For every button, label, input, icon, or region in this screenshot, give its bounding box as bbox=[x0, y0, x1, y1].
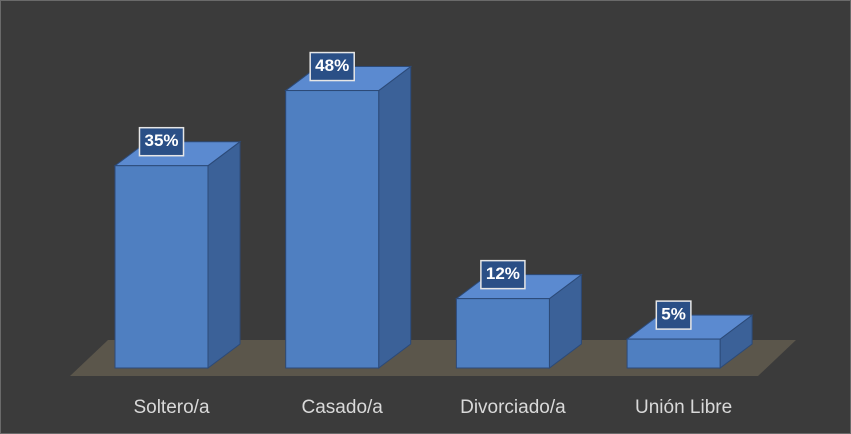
bar bbox=[454, 273, 583, 369]
plot-area: 35% Soltero/a 48% Casado/a 12% Divorciado/a 5%… bbox=[113, 51, 754, 418]
x-tick-label: Divorciado/a bbox=[460, 397, 566, 418]
x-tick-label: Unión Libre bbox=[635, 397, 732, 418]
bar bbox=[284, 65, 413, 369]
bar-side bbox=[378, 65, 412, 369]
bar-side bbox=[207, 140, 241, 369]
bar-front bbox=[114, 165, 209, 369]
value-label-box bbox=[138, 126, 185, 157]
bar-front bbox=[455, 298, 550, 369]
bar bbox=[113, 140, 242, 369]
value-label-box bbox=[309, 51, 355, 82]
value-label: 12% bbox=[486, 264, 520, 283]
value-label-box bbox=[480, 259, 526, 290]
bar-front bbox=[626, 338, 721, 369]
value-label: 5% bbox=[661, 305, 686, 324]
value-label: 48% bbox=[315, 56, 349, 75]
value-label: 35% bbox=[144, 131, 178, 150]
x-tick-label: Soltero/a bbox=[133, 397, 209, 418]
x-tick-label: Casado/a bbox=[302, 397, 384, 418]
value-label-box bbox=[655, 300, 692, 330]
floor bbox=[70, 340, 796, 376]
bar-front bbox=[285, 90, 380, 369]
